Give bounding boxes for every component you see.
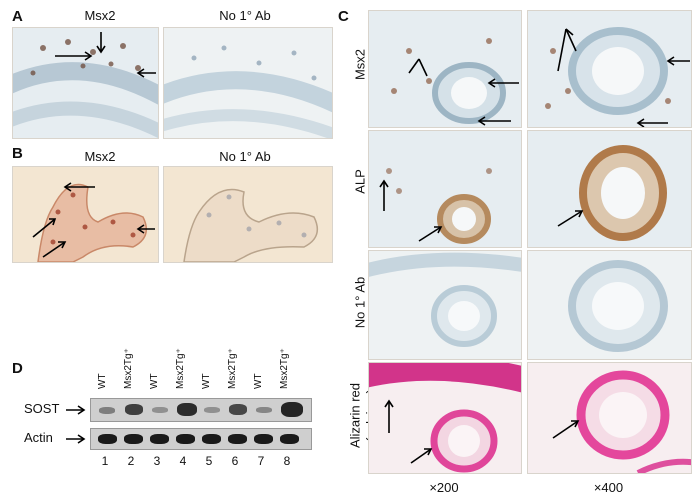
lane-label-5: WT xyxy=(201,373,212,389)
band-sost-lane-3 xyxy=(152,407,168,413)
band-sost-lane-8 xyxy=(281,402,303,417)
panel-a-no-ab-image xyxy=(164,45,332,138)
panel-c-row-label-no-ab: No 1° Ab xyxy=(352,276,368,329)
band-sost-lane-1 xyxy=(99,407,115,414)
panel-c-magnification-400: ×400 xyxy=(593,480,624,495)
panel-b-right-caption: No 1° Ab xyxy=(219,149,271,164)
arrow-right-icon xyxy=(66,434,86,444)
lane-label-7: WT xyxy=(253,373,264,389)
panel-c-no-ab-400-image xyxy=(568,260,668,352)
panel-c-alizarin-200-image xyxy=(369,363,521,473)
panel-c-alp-400-micrograph xyxy=(527,130,692,248)
panel-a-no-ab-micrograph xyxy=(163,27,333,139)
panel-c-row-label-alizarin: Alizarin red xyxy=(347,382,363,449)
lane-number-8: 8 xyxy=(283,454,291,468)
panel-c-msx2-400-micrograph xyxy=(527,10,692,128)
lane-label-3: WT xyxy=(149,373,160,389)
lane-number-1: 1 xyxy=(101,454,109,468)
panel-b-no-ab-micrograph xyxy=(163,166,333,263)
band-sost-lane-7 xyxy=(256,407,272,413)
panel-c-magnification-200: ×200 xyxy=(429,480,459,495)
lane-number-2: 2 xyxy=(127,454,135,468)
band-sost-lane-5 xyxy=(204,407,220,413)
lane-number-6: 6 xyxy=(231,454,239,468)
panel-a-msx2-micrograph xyxy=(12,27,159,139)
band-sost-lane-4 xyxy=(177,403,197,416)
panel-c-msx2-200-micrograph xyxy=(368,10,522,128)
band-sost-lane-6 xyxy=(229,404,247,415)
panel-c-letter: C xyxy=(338,8,349,25)
band-actin-lane-2 xyxy=(124,434,143,444)
panel-c-no-ab-200-micrograph xyxy=(368,250,522,360)
panel-c-msx2-400-image xyxy=(545,27,690,127)
panel-c-msx2-200-image xyxy=(391,38,519,126)
panel-b-left-caption: Msx2 xyxy=(84,149,116,164)
panel-d-letter: D xyxy=(12,360,23,377)
lane-label-8: Msx2Tg⁺ xyxy=(279,348,290,389)
panel-a-letter: A xyxy=(12,8,23,25)
band-actin-lane-5 xyxy=(202,434,221,444)
lane-label-4: Msx2Tg⁺ xyxy=(175,348,186,389)
panel-a-left-caption: Msx2 xyxy=(84,8,116,23)
band-actin-lane-3 xyxy=(150,434,169,444)
lane-number-3: 3 xyxy=(153,454,161,468)
panel-c-alizarin-400-image xyxy=(552,370,691,473)
band-actin-lane-8 xyxy=(280,434,299,444)
lane-number-7: 7 xyxy=(257,454,265,468)
panel-c-row-label-msx2: Msx2 xyxy=(352,48,368,81)
panel-c-alizarin-200-micrograph xyxy=(368,362,522,474)
band-actin-lane-4 xyxy=(176,434,195,444)
blot-row-label-sost: SOST xyxy=(24,401,60,416)
panel-a-right-caption: No 1° Ab xyxy=(219,8,271,23)
lane-number-4: 4 xyxy=(179,454,187,468)
panel-c-alp-200-image xyxy=(379,168,492,244)
band-sost-lane-2 xyxy=(125,404,143,415)
panel-a-msx2-image xyxy=(13,32,158,138)
blot-sost xyxy=(90,398,312,422)
panel-c-row-label-alp: ALP xyxy=(352,169,368,194)
lane-label-1: WT xyxy=(97,373,108,389)
panel-b-msx2-image xyxy=(32,182,155,262)
arrow-right-icon xyxy=(66,405,86,415)
panel-c-alp-200-micrograph xyxy=(368,130,522,248)
panel-c-alizarin-400-micrograph xyxy=(527,362,692,474)
lane-label-2: Msx2Tg⁺ xyxy=(123,348,134,389)
panel-b-no-ab-image xyxy=(183,188,319,262)
band-actin-lane-1 xyxy=(98,434,117,444)
panel-c-alp-400-image xyxy=(557,145,667,241)
band-actin-lane-7 xyxy=(254,434,273,444)
panel-b-letter: B xyxy=(12,145,23,162)
lane-number-5: 5 xyxy=(205,454,213,468)
lane-label-6: Msx2Tg⁺ xyxy=(227,348,238,389)
band-actin-lane-6 xyxy=(228,434,247,444)
blot-actin xyxy=(90,428,312,450)
panel-b-msx2-micrograph xyxy=(12,166,159,263)
panel-c-no-ab-400-micrograph xyxy=(527,250,692,360)
blot-row-label-actin: Actin xyxy=(24,430,53,445)
panel-c-no-ab-200-image xyxy=(369,252,521,347)
